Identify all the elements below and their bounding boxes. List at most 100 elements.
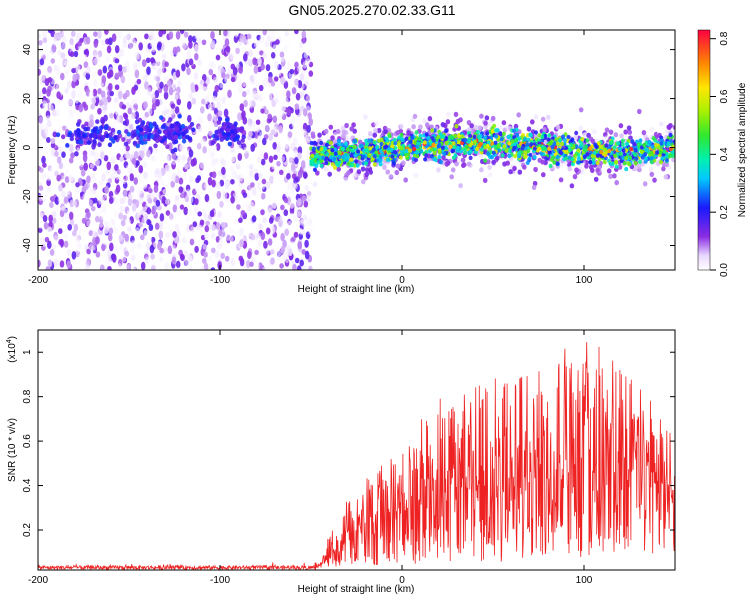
spectrogram-cell [158, 221, 164, 230]
spectrogram-cell [627, 129, 633, 135]
spectrogram-cell [617, 146, 622, 152]
spectrogram-cell [234, 218, 239, 225]
spectrogram-cell [415, 144, 420, 149]
spectrogram-cell [552, 160, 557, 165]
spectrogram-cell [46, 175, 52, 181]
spectrogram-cell [667, 153, 672, 159]
spectrogram-cell [304, 250, 310, 260]
spectrogram-cell [260, 167, 266, 174]
spectrogram-cell [349, 157, 354, 162]
spectrogram-cell [280, 57, 285, 63]
snr-marks [38, 342, 675, 570]
spectrogram-cell [53, 235, 59, 241]
spectrogram-cell [297, 241, 303, 250]
spectrogram-x-tick-label: 100 [576, 275, 593, 286]
spectrogram-cell [97, 88, 102, 95]
spectrogram-cell [357, 139, 363, 145]
spectrogram-cell [308, 117, 314, 127]
spectrogram-cell [638, 159, 642, 164]
spectrogram-cell [192, 264, 197, 270]
spectrogram-cell [111, 33, 117, 43]
spectrogram-cell [136, 256, 141, 263]
spectrogram-cell [592, 129, 597, 135]
spectrogram-cell [283, 209, 289, 217]
spectrogram-cell [308, 227, 314, 236]
spectrogram-cell [119, 244, 124, 252]
spectrogram-cell [86, 140, 92, 146]
spectrogram-cell [76, 210, 82, 218]
spectrogram-cell [146, 66, 151, 76]
spectrogram-cell [117, 121, 122, 128]
spectrogram-cell [457, 134, 462, 139]
spectrogram-cell [199, 79, 205, 86]
spectrogram-cell [304, 184, 310, 192]
spectrogram-cell [246, 231, 252, 238]
spectrogram-cell [76, 122, 81, 127]
spectrogram-cell [157, 242, 162, 251]
spectrogram-cell [643, 152, 648, 157]
spectrogram-cell [73, 129, 79, 135]
spectrogram-cell [365, 167, 370, 173]
spectrogram-cell [124, 129, 129, 134]
spectrogram-cell [244, 176, 249, 186]
spectrogram-cell [85, 36, 91, 45]
spectrogram-cell [393, 141, 398, 146]
spectrogram-cell [118, 69, 124, 78]
spectrogram-cell [255, 262, 260, 270]
spectrogram-cell [561, 134, 566, 139]
spectrogram-cell [102, 65, 108, 74]
spectrogram-cell [248, 188, 253, 197]
spectrogram-cell [399, 146, 404, 151]
spectrogram-cell [120, 60, 126, 66]
spectrogram-cell [134, 119, 140, 125]
spectrogram-cell [97, 69, 103, 76]
spectrogram-cell [385, 169, 391, 175]
spectrogram-cell [636, 163, 642, 169]
spectrogram-cell [555, 141, 560, 146]
spectrogram-cell [289, 200, 295, 209]
spectrogram-cell [642, 181, 648, 187]
spectrogram-cell [289, 34, 294, 41]
spectrogram-cell [355, 163, 360, 168]
spectrogram-cell [554, 137, 559, 142]
spectrogram-cell [159, 81, 164, 89]
snr-multiplier-base: (x10 [7, 343, 18, 363]
spectrogram-cell [313, 167, 317, 172]
spectrogram-cell [69, 37, 74, 46]
spectrogram-cell [100, 151, 105, 160]
spectrogram-cell [242, 192, 248, 198]
spectrogram-cell [302, 108, 308, 117]
spectrogram-cell [190, 159, 196, 167]
spectrogram-cell [66, 249, 72, 257]
spectrogram-cell [184, 258, 189, 267]
spectrogram-cell [562, 137, 567, 143]
spectrogram-cell [430, 136, 435, 141]
spectrogram-cell [147, 236, 152, 243]
spectrogram-cell [93, 39, 99, 48]
spectrogram-cell [376, 127, 382, 134]
spectrogram-cell [146, 149, 151, 158]
spectrogram-cell [208, 68, 214, 76]
spectrogram-cell [269, 170, 275, 177]
spectrogram-cell [59, 260, 65, 268]
spectrogram-cell [624, 166, 629, 172]
spectrogram-cell [412, 113, 418, 119]
spectrogram-cell [620, 138, 625, 143]
spectrogram-cell [263, 152, 269, 160]
spectrogram-cell [591, 160, 596, 166]
spectrogram-cell [297, 197, 302, 206]
spectrogram-cell [238, 255, 244, 262]
spectrogram-cell [86, 65, 91, 75]
spectrogram-cell [161, 30, 167, 35]
spectrogram-cell [211, 232, 216, 240]
spectrogram-cell [92, 88, 98, 98]
spectrogram-cell [114, 97, 119, 103]
spectrogram-cell [179, 204, 185, 210]
spectrogram-x-tick-label: -100 [210, 275, 230, 286]
spectrogram-cell [604, 127, 610, 133]
spectrogram-cell [168, 31, 174, 40]
spectrogram-cell [261, 70, 266, 78]
spectrogram-cell [147, 134, 152, 140]
spectrogram-cell [664, 161, 670, 167]
spectrogram-cell [238, 66, 243, 74]
